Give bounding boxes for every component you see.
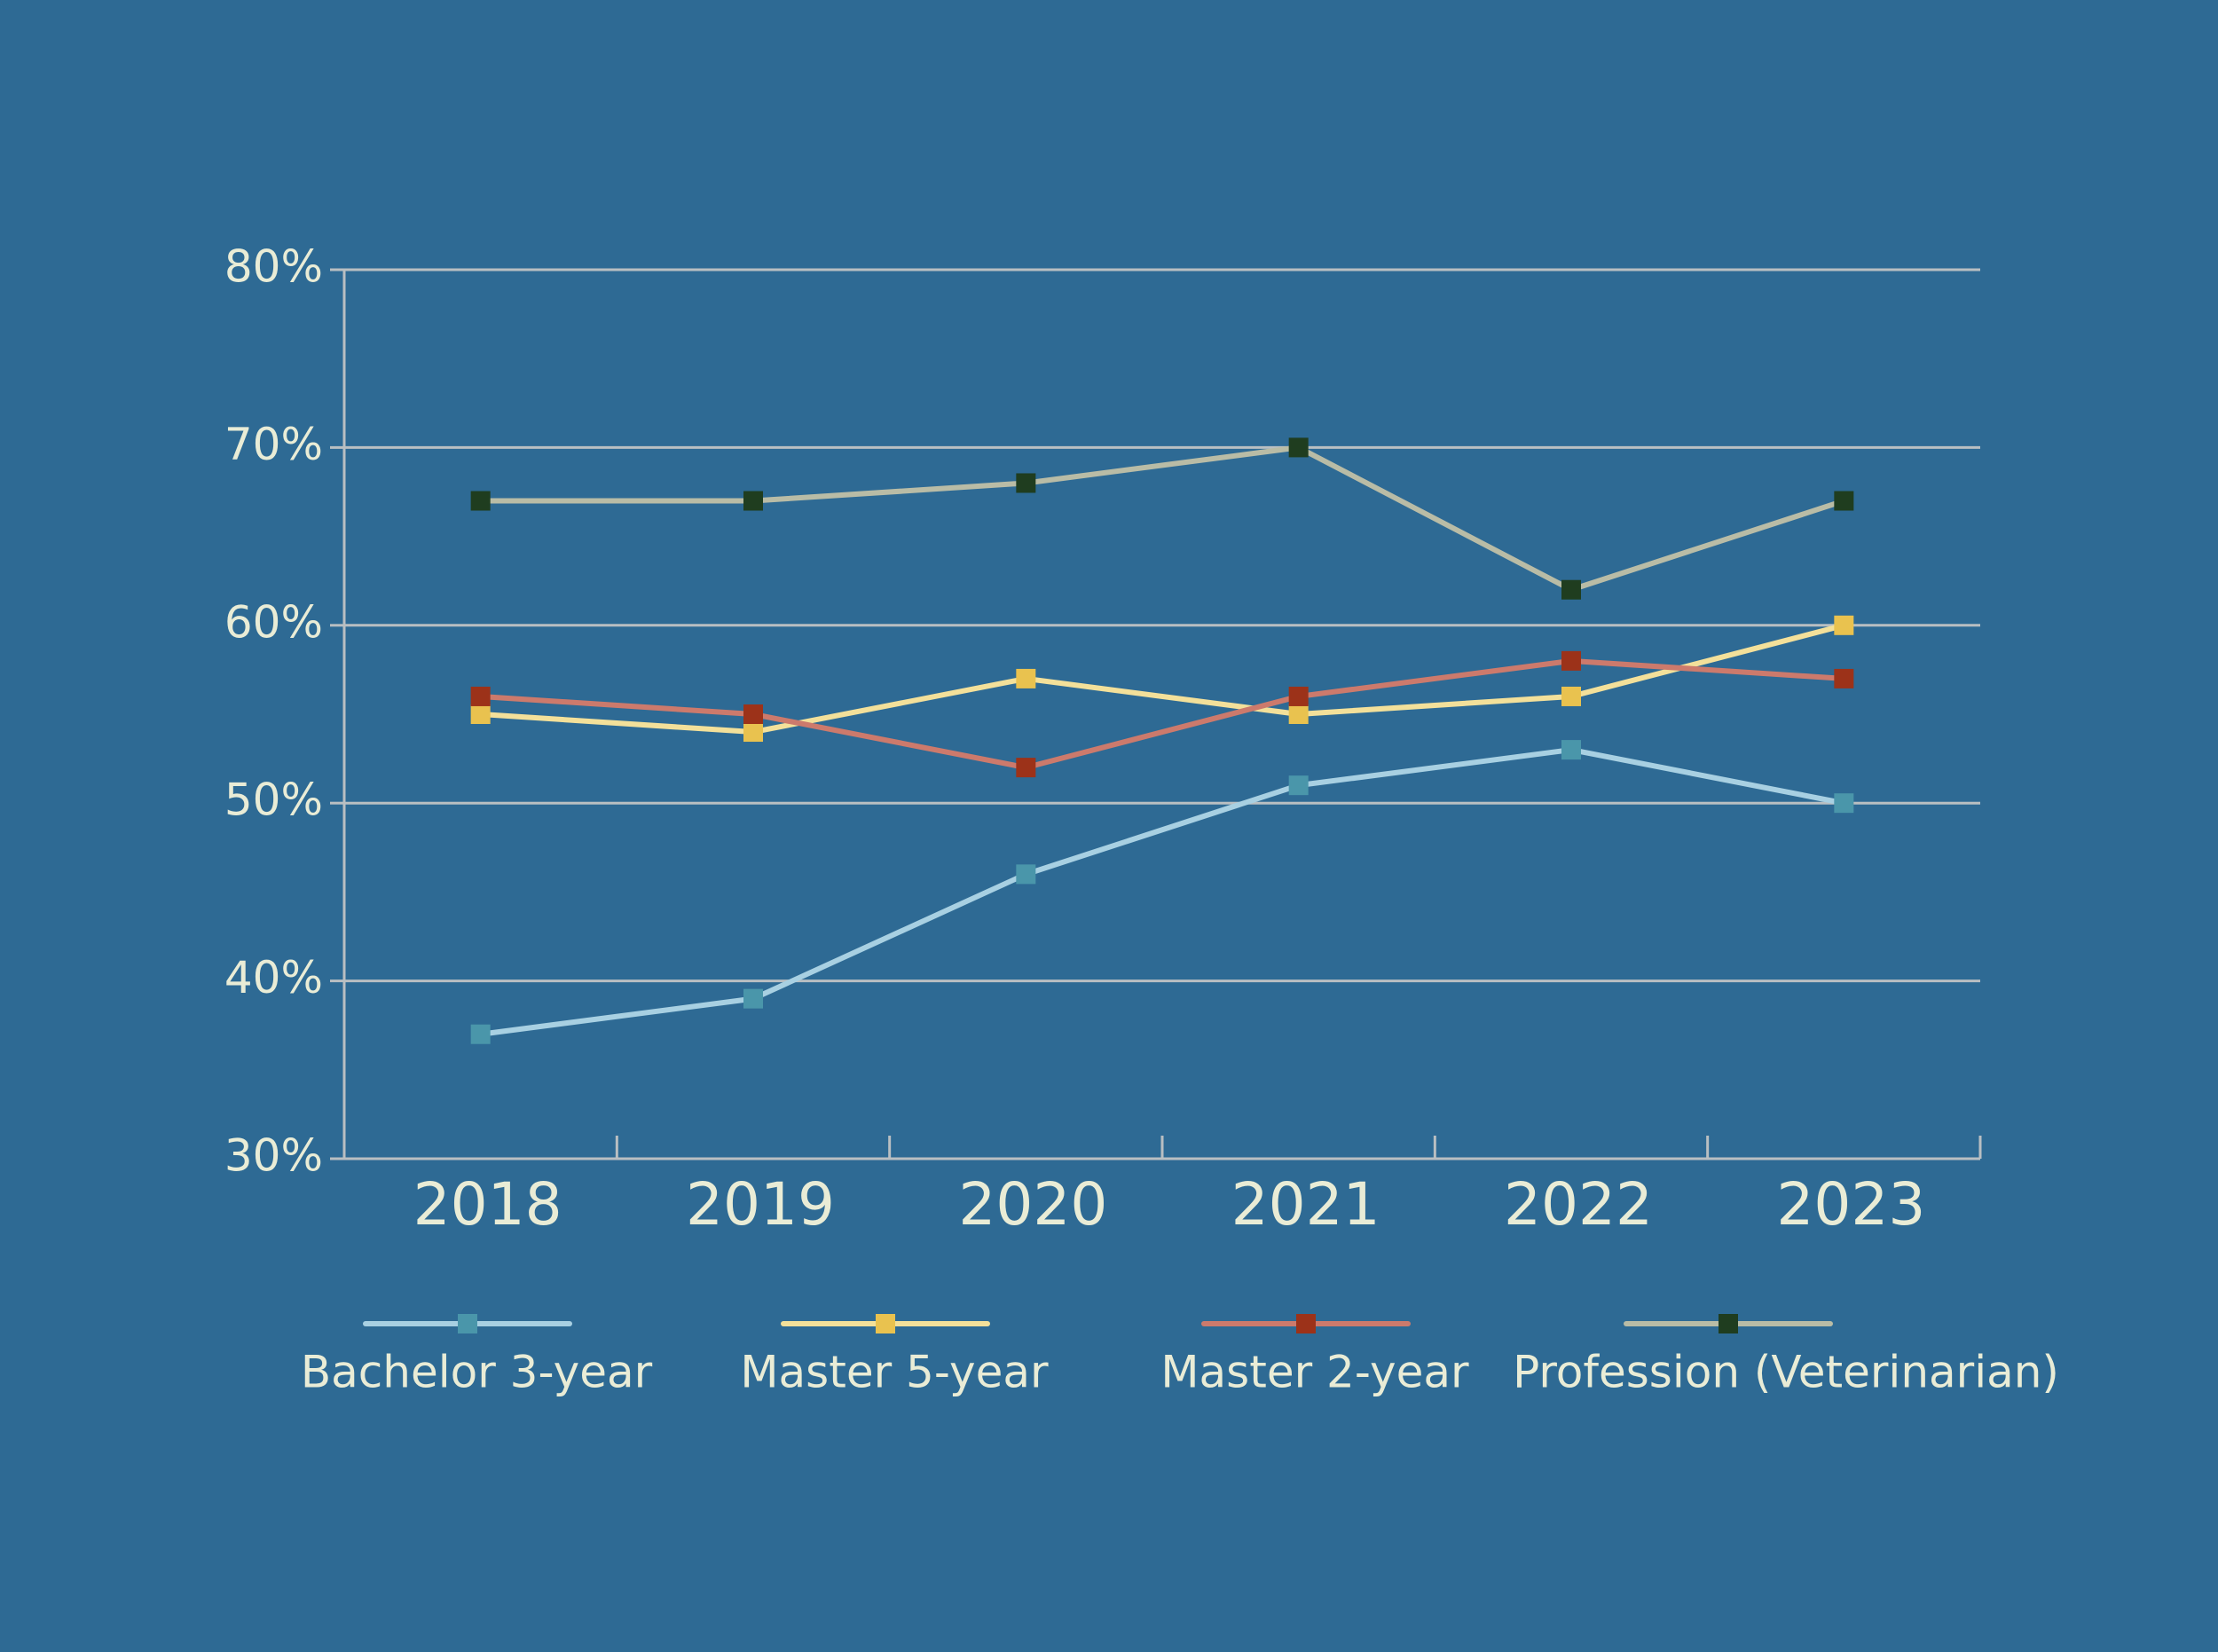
- x-tick-label: 2020: [958, 1170, 1107, 1239]
- data-point: [1016, 668, 1036, 688]
- legend: Bachelor 3-year Master 5-year Master 2-yea…: [301, 1314, 2059, 1398]
- legend-label: Bachelor 3-year: [301, 1347, 653, 1398]
- data-point: [1834, 615, 1854, 635]
- series-3: [470, 437, 1854, 600]
- legend-swatch-marker: [1296, 1314, 1316, 1333]
- series-line: [477, 444, 1847, 593]
- legend-label: Master 5-year: [740, 1347, 1049, 1398]
- y-tick-label: 30%: [224, 1130, 323, 1182]
- data-point: [1288, 437, 1309, 458]
- data-point: [1288, 704, 1309, 724]
- data-point: [1561, 650, 1581, 671]
- data-point: [743, 722, 763, 743]
- series-line: [477, 622, 1847, 736]
- data-point: [743, 988, 763, 1009]
- legend-label: Profession (Veterinarian): [1513, 1347, 2059, 1398]
- data-point: [743, 704, 763, 724]
- y-tick-label: 80%: [224, 241, 323, 293]
- y-tick-label: 60%: [224, 596, 323, 648]
- x-tick-label: 2022: [1504, 1170, 1653, 1239]
- y-tick-label: 70%: [224, 419, 323, 470]
- legend-item: Profession (Veterinarian): [1513, 1314, 2059, 1398]
- x-tick-label: 2023: [1776, 1170, 1925, 1239]
- gridlines: [344, 268, 1980, 983]
- data-point: [1016, 758, 1036, 778]
- data-point: [1834, 491, 1854, 511]
- axes: [330, 268, 1982, 1160]
- data-point: [1288, 775, 1309, 796]
- legend-swatch-marker: [1719, 1314, 1738, 1333]
- data-point: [743, 491, 763, 511]
- series-1: [470, 615, 1854, 743]
- data-point: [470, 704, 491, 724]
- data-point: [1834, 793, 1854, 814]
- legend-label: Master 2-year: [1160, 1347, 1469, 1398]
- legend-item: Master 2-year: [1160, 1314, 1469, 1398]
- data-point: [1288, 686, 1309, 706]
- legend-swatch-marker: [876, 1314, 895, 1333]
- data-point: [470, 1024, 491, 1044]
- data-point: [1561, 740, 1581, 760]
- legend-swatch-marker: [458, 1314, 477, 1333]
- x-tick-label: 2018: [413, 1170, 562, 1239]
- y-tick-label: 50%: [224, 775, 323, 826]
- data-point: [1016, 864, 1036, 885]
- series-line: [477, 657, 1847, 771]
- x-axis-tick-labels: 2018 2019 2020 2021 2022 2023: [413, 1170, 1926, 1239]
- data-point: [1016, 473, 1036, 493]
- data-point: [1561, 579, 1581, 600]
- x-tick-label: 2019: [686, 1170, 835, 1239]
- x-tick-label: 2021: [1231, 1170, 1380, 1239]
- y-tick-label: 40%: [224, 952, 323, 1003]
- series-line: [477, 747, 1847, 1037]
- series-2: [470, 650, 1854, 778]
- data-point: [1834, 668, 1854, 688]
- data-series: [470, 437, 1854, 1044]
- data-point: [1561, 686, 1581, 706]
- data-point: [470, 491, 491, 511]
- legend-item: Master 5-year: [740, 1314, 1049, 1398]
- data-point: [470, 686, 491, 706]
- series-0: [470, 740, 1854, 1044]
- legend-item: Bachelor 3-year: [301, 1314, 653, 1398]
- y-axis-tick-labels: 30% 40% 50% 60% 70% 80%: [224, 241, 323, 1182]
